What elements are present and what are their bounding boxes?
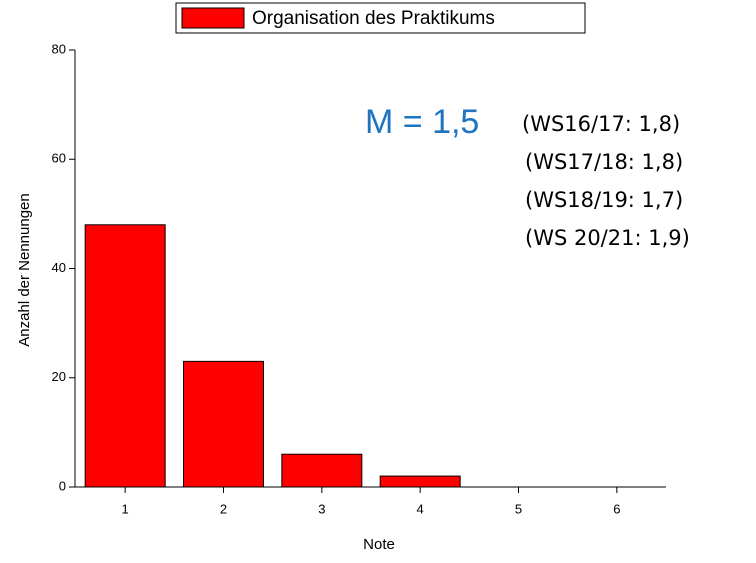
x-tick-label: 3 xyxy=(318,501,325,516)
bar xyxy=(84,224,166,488)
y-tick-label: 80 xyxy=(52,41,66,56)
x-tick-label: 2 xyxy=(220,501,227,516)
y-axis-label: Anzahl der Nennungen xyxy=(16,193,33,346)
bar xyxy=(183,360,264,488)
annotation: (WS16/17: 1,8) xyxy=(522,112,680,136)
x-tick-label: 4 xyxy=(417,501,424,516)
legend-swatch xyxy=(181,7,245,29)
x-tick-label: 1 xyxy=(122,501,129,516)
annotation: (WS 20/21: 1,9) xyxy=(525,226,690,250)
x-tick-label: 5 xyxy=(515,501,522,516)
annotation: (WS17/18: 1,8) xyxy=(525,150,683,174)
annotation: (WS18/19: 1,7) xyxy=(525,188,683,212)
y-tick-label: 40 xyxy=(52,260,66,275)
legend-label: Organisation des Praktikums xyxy=(252,8,495,29)
y-tick-label: 20 xyxy=(52,369,66,384)
x-tick-label: 6 xyxy=(613,501,620,516)
bar xyxy=(379,475,461,488)
y-tick-label: 0 xyxy=(59,478,66,493)
bar xyxy=(281,453,363,488)
y-tick-label: 60 xyxy=(52,151,66,166)
annotation: M = 1,5 xyxy=(365,103,479,141)
x-axis-label: Note xyxy=(363,536,395,553)
